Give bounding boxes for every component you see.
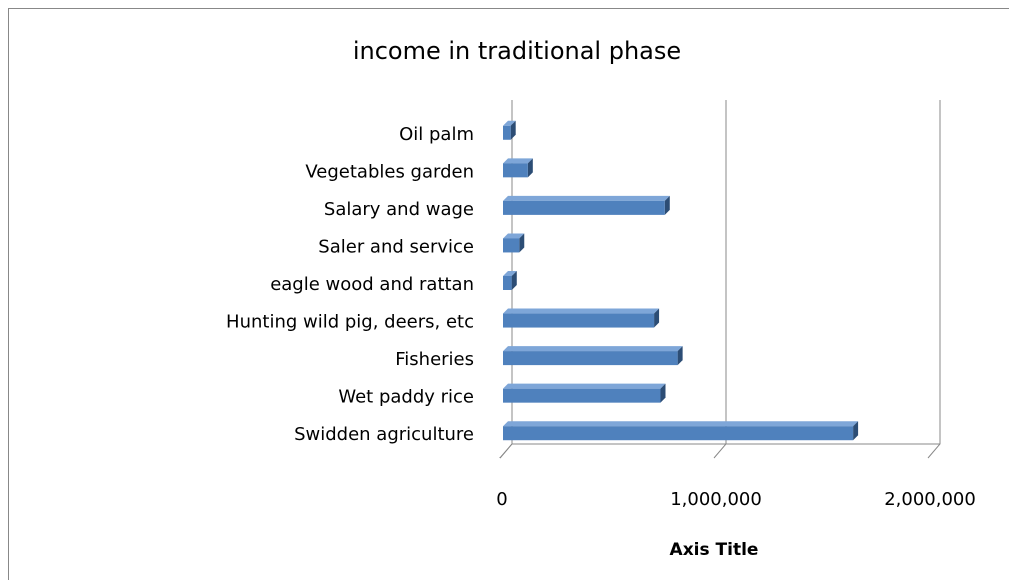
bar bbox=[503, 309, 659, 328]
y-tick-label: Salary and wage bbox=[324, 199, 474, 220]
bar bbox=[503, 196, 670, 215]
y-tick-label: Oil palm bbox=[399, 124, 474, 145]
y-tick-label: Fisheries bbox=[395, 349, 474, 370]
y-tick-label: Hunting wild pig, deers, etc bbox=[226, 312, 474, 333]
x-tick-label: 0 bbox=[496, 489, 507, 510]
chart-title: income in traditional phase bbox=[353, 37, 681, 65]
y-tick-label: eagle wood and rattan bbox=[270, 274, 474, 295]
axis-title: Axis Title bbox=[670, 540, 759, 560]
bar bbox=[503, 384, 666, 403]
y-tick-label: Wet paddy rice bbox=[338, 387, 474, 408]
y-tick-label: Vegetables garden bbox=[305, 161, 474, 182]
chart-border bbox=[9, 9, 1009, 581]
bar bbox=[503, 233, 524, 252]
bar bbox=[503, 421, 858, 440]
bar bbox=[503, 346, 683, 365]
y-tick-label: Saler and service bbox=[318, 236, 474, 257]
bar bbox=[503, 158, 533, 177]
x-tick-label: 1,000,000 bbox=[670, 489, 762, 510]
y-tick-label: Swidden agriculture bbox=[294, 424, 474, 445]
x-tick-label: 2,000,000 bbox=[884, 489, 976, 510]
